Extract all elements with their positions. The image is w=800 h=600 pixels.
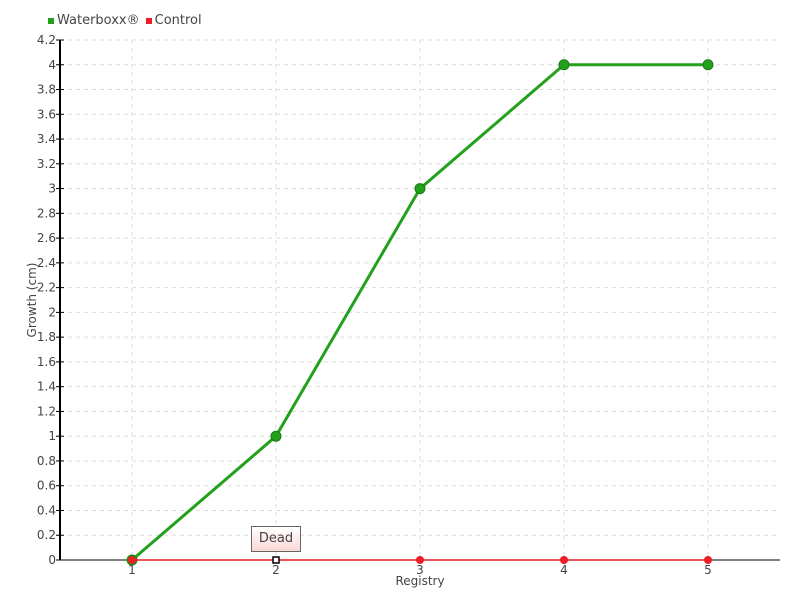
y-tick-label: 2.6	[37, 231, 56, 245]
x-tick-label: 5	[704, 563, 712, 577]
legend-item-control[interactable]: Control	[145, 13, 202, 28]
y-tick-label: 3.4	[37, 132, 56, 146]
y-tick-label: 3	[48, 182, 56, 196]
y-tick-label: 3.6	[37, 107, 56, 121]
y-axis-label: Growth (cm)	[25, 263, 39, 338]
legend: Waterboxx® Control	[48, 13, 202, 28]
data-point	[414, 183, 426, 195]
y-tick-label: 1	[48, 429, 56, 443]
y-tick-label: 0.2	[37, 528, 56, 542]
data-point	[558, 59, 570, 71]
y-tick-label: 1.8	[37, 330, 56, 344]
x-tick-label: 2	[272, 563, 280, 577]
y-tick-label: 2.2	[37, 281, 56, 295]
data-point	[704, 556, 712, 564]
x-tick-label: 1	[128, 563, 136, 577]
y-tick-label: 1.4	[37, 380, 56, 394]
x-tick-label: 3	[416, 563, 424, 577]
data-point	[702, 59, 714, 71]
x-tick-label: 4	[560, 563, 568, 577]
y-tick-label: 3.8	[37, 83, 56, 97]
y-tick-label: 0.4	[37, 503, 56, 517]
legend-item-waterboxx[interactable]: Waterboxx®	[48, 13, 140, 28]
y-tick-label: 1.2	[37, 404, 56, 418]
y-tick-label: 2	[48, 305, 56, 319]
y-tick-label: 3.2	[37, 157, 56, 171]
data-point	[560, 556, 568, 564]
y-tick-label: 0.6	[37, 479, 56, 493]
y-tick-label: 1.6	[37, 355, 56, 369]
data-point	[128, 556, 136, 564]
y-tick-label: 2.8	[37, 206, 56, 220]
y-tick-label: 0	[48, 553, 56, 567]
data-point	[270, 430, 282, 442]
y-tick-label: 4	[48, 58, 56, 72]
annotation-dead: Dead	[251, 526, 301, 552]
data-point-dead	[272, 556, 280, 564]
data-point	[416, 556, 424, 564]
y-tick-label: 0.8	[37, 454, 56, 468]
y-tick-label: 4.2	[37, 33, 56, 47]
x-axis-label: Registry	[395, 574, 444, 588]
y-tick-label: 2.4	[37, 256, 56, 270]
